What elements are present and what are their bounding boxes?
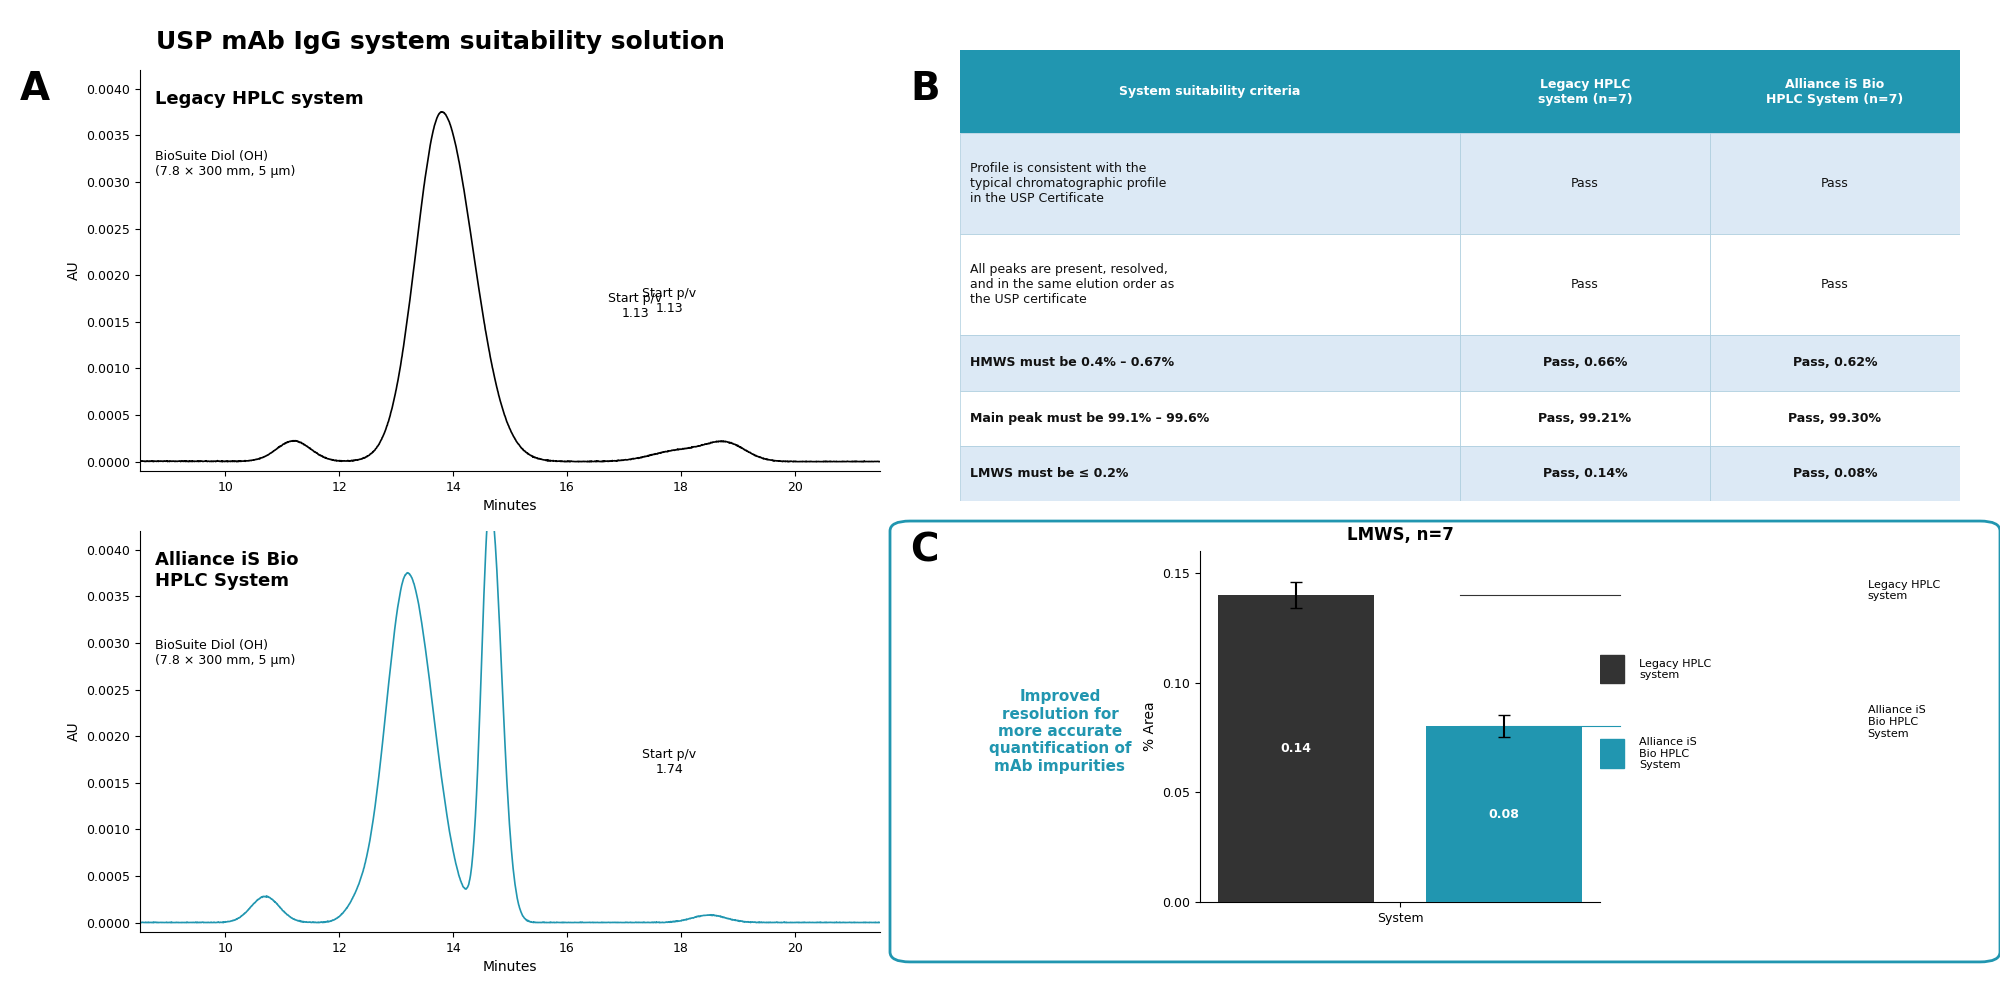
Text: Pass, 0.66%: Pass, 0.66% [1542, 357, 1628, 370]
Text: Pass: Pass [1572, 177, 1598, 190]
Text: BioSuite Diol (OH)
(7.8 × 300 mm, 5 μm): BioSuite Diol (OH) (7.8 × 300 mm, 5 μm) [154, 639, 296, 667]
Text: Pass, 99.21%: Pass, 99.21% [1538, 412, 1632, 425]
Text: Pass, 0.08%: Pass, 0.08% [1792, 467, 1878, 480]
FancyBboxPatch shape [1710, 133, 1960, 234]
Text: 0.14: 0.14 [1280, 741, 1312, 755]
Text: Profile is consistent with the
typical chromatographic profile
in the USP Certif: Profile is consistent with the typical c… [970, 162, 1166, 205]
Text: Improved
resolution for
more accurate
quantification of
mAb impurities: Improved resolution for more accurate qu… [988, 689, 1132, 774]
FancyBboxPatch shape [960, 133, 1460, 234]
Text: BioSuite Diol (OH)
(7.8 × 300 mm, 5 μm): BioSuite Diol (OH) (7.8 × 300 mm, 5 μm) [154, 150, 296, 178]
Y-axis label: AU: AU [66, 721, 80, 741]
Text: Pass: Pass [1572, 279, 1598, 292]
Text: Start p/v
1.13: Start p/v 1.13 [608, 293, 662, 321]
FancyBboxPatch shape [1710, 50, 1960, 133]
FancyBboxPatch shape [1710, 391, 1960, 446]
Text: LMWS must be ≤ 0.2%: LMWS must be ≤ 0.2% [970, 467, 1128, 480]
Text: Start p/v
1.13: Start p/v 1.13 [642, 288, 696, 316]
FancyBboxPatch shape [1460, 234, 1710, 336]
X-axis label: Minutes: Minutes [482, 499, 538, 513]
Bar [1426, 726, 1582, 902]
Text: System suitability criteria: System suitability criteria [1120, 85, 1300, 98]
FancyBboxPatch shape [1460, 133, 1710, 234]
Text: Legacy HPLC
system (n=7): Legacy HPLC system (n=7) [1538, 77, 1632, 105]
Text: Pass: Pass [1822, 279, 1848, 292]
Text: B: B [910, 70, 940, 108]
Text: HMWS must be 0.4% – 0.67%: HMWS must be 0.4% – 0.67% [970, 357, 1174, 370]
Y-axis label: AU: AU [66, 261, 80, 281]
Bar [1600, 655, 1624, 683]
Text: All peaks are present, resolved,
and in the same elution order as
the USP certif: All peaks are present, resolved, and in … [970, 264, 1174, 307]
Text: Pass, 0.14%: Pass, 0.14% [1542, 467, 1628, 480]
FancyBboxPatch shape [960, 446, 1460, 501]
FancyBboxPatch shape [960, 336, 1460, 391]
Text: Legacy HPLC
system: Legacy HPLC system [1868, 580, 1940, 601]
FancyBboxPatch shape [960, 391, 1460, 446]
Text: Pass, 99.30%: Pass, 99.30% [1788, 412, 1882, 425]
FancyBboxPatch shape [1460, 446, 1710, 501]
Text: C: C [910, 531, 938, 569]
FancyBboxPatch shape [1460, 336, 1710, 391]
Text: Alliance iS
Bio HPLC
System: Alliance iS Bio HPLC System [1640, 736, 1696, 771]
Text: A: A [20, 70, 50, 108]
Text: Legacy HPLC
system: Legacy HPLC system [1640, 658, 1712, 680]
Text: Alliance iS
Bio HPLC
System: Alliance iS Bio HPLC System [1868, 705, 1926, 738]
FancyBboxPatch shape [1710, 336, 1960, 391]
Bar [1600, 739, 1624, 768]
FancyBboxPatch shape [960, 50, 1460, 133]
Text: Start p/v
1.74: Start p/v 1.74 [642, 748, 696, 777]
Text: Alliance iS Bio
HPLC System (n=7): Alliance iS Bio HPLC System (n=7) [1766, 77, 1904, 105]
Text: Main peak must be 99.1% – 99.6%: Main peak must be 99.1% – 99.6% [970, 412, 1210, 425]
Y-axis label: % Area: % Area [1142, 701, 1156, 752]
FancyBboxPatch shape [960, 234, 1460, 336]
X-axis label: Minutes: Minutes [482, 960, 538, 974]
Text: 0.08: 0.08 [1488, 808, 1520, 821]
FancyBboxPatch shape [1460, 391, 1710, 446]
Text: Legacy HPLC system: Legacy HPLC system [154, 90, 364, 108]
Text: Pass: Pass [1822, 177, 1848, 190]
Title: LMWS, n=7: LMWS, n=7 [1346, 526, 1454, 544]
Text: USP mAb IgG system suitability solution: USP mAb IgG system suitability solution [156, 30, 724, 54]
Bar [1218, 595, 1374, 902]
FancyBboxPatch shape [1460, 50, 1710, 133]
Text: Alliance iS Bio
HPLC System: Alliance iS Bio HPLC System [154, 551, 298, 590]
Text: Pass, 0.62%: Pass, 0.62% [1792, 357, 1878, 370]
FancyBboxPatch shape [1710, 446, 1960, 501]
FancyBboxPatch shape [1710, 234, 1960, 336]
